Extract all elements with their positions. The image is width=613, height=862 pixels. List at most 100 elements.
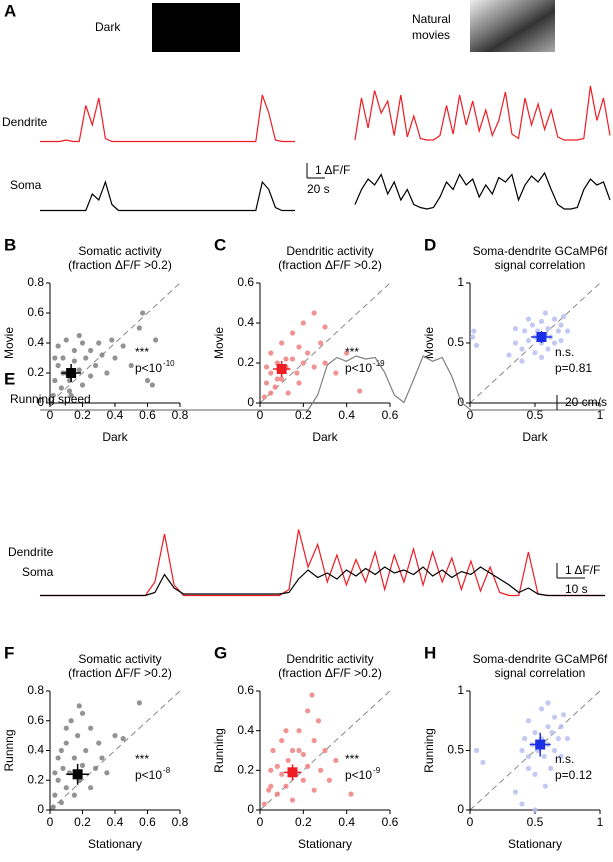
point	[270, 747, 276, 754]
y-tick-label: 0.4	[27, 743, 44, 757]
point	[104, 770, 110, 776]
mean-point	[72, 769, 83, 780]
scale-label: 1 ΔF/F	[315, 163, 350, 177]
point	[63, 725, 69, 731]
point	[532, 771, 538, 777]
point	[532, 807, 538, 813]
point	[136, 325, 142, 331]
point	[60, 355, 66, 361]
point	[315, 718, 322, 724]
trace	[40, 529, 605, 597]
series-label: Dendrite	[8, 545, 54, 559]
p-exponent: -8	[163, 766, 171, 775]
chart-title: (fraction ΔF/F >0.2)	[278, 258, 382, 272]
p-value: p=0.12	[555, 768, 592, 782]
point	[68, 718, 74, 724]
point	[322, 360, 328, 366]
x-tick-label: 0	[257, 815, 264, 829]
point	[551, 714, 558, 720]
y-tick-label: 0.5	[447, 743, 464, 757]
point	[318, 340, 324, 346]
point	[268, 390, 274, 396]
point	[473, 747, 480, 754]
series-label: Soma	[10, 178, 42, 192]
point	[52, 770, 58, 776]
point	[344, 350, 350, 356]
y-tick-label: 0	[457, 802, 464, 816]
point	[333, 370, 339, 376]
trace	[40, 85, 611, 143]
point	[470, 334, 476, 340]
point	[96, 740, 102, 746]
point	[555, 736, 562, 742]
x-tick-label: 1	[597, 815, 604, 829]
y-axis-label: Runnng	[2, 729, 16, 771]
x-tick-label: 0.2	[74, 408, 91, 422]
point	[548, 765, 554, 771]
x-tick-label: 0.8	[172, 408, 189, 422]
panel-letter: H	[424, 643, 436, 662]
stat-label: n.s.	[555, 752, 574, 766]
scale-label: 1 ΔF/F	[565, 563, 600, 577]
point	[551, 747, 558, 754]
point	[296, 747, 302, 754]
point	[263, 380, 270, 386]
point	[71, 792, 77, 798]
point	[532, 350, 538, 356]
point	[294, 370, 300, 376]
point	[318, 767, 324, 773]
point	[305, 708, 311, 714]
point	[512, 789, 519, 795]
point	[283, 728, 289, 734]
chart-title: signal correlation	[495, 666, 586, 680]
chart-title: signal correlation	[495, 258, 586, 272]
trace	[40, 171, 611, 212]
point	[266, 787, 272, 793]
y-tick-label: 0	[37, 802, 44, 816]
point	[96, 340, 102, 346]
point	[300, 751, 306, 758]
stat-label: ***	[345, 345, 359, 359]
point	[538, 354, 545, 360]
point	[525, 316, 532, 322]
point	[545, 700, 551, 706]
diagonal	[49, 282, 181, 404]
point	[268, 783, 274, 789]
point	[289, 356, 296, 362]
point	[58, 747, 64, 754]
point	[473, 342, 480, 348]
y-axis-label: Running	[422, 728, 436, 773]
point	[551, 316, 558, 322]
stat-label: n.s.	[555, 345, 574, 359]
point	[272, 384, 278, 390]
series-label: Running speed	[10, 392, 91, 406]
point	[88, 785, 94, 791]
point	[538, 318, 545, 324]
x-tick-label: 0.6	[382, 815, 399, 829]
y-tick-label: 0.2	[237, 763, 254, 777]
point	[289, 330, 296, 336]
point	[300, 360, 306, 366]
point	[561, 314, 567, 320]
p-exponent: -9	[373, 766, 381, 775]
x-tick-label: 0.4	[107, 815, 124, 829]
point	[283, 356, 289, 362]
point	[120, 736, 126, 742]
point	[480, 759, 486, 766]
condition-label: movies	[412, 28, 450, 42]
point	[52, 355, 58, 361]
trace	[40, 566, 605, 597]
point	[348, 791, 354, 797]
y-tick-label: 0.6	[27, 713, 44, 727]
point	[274, 376, 280, 382]
point	[279, 771, 285, 777]
point	[279, 340, 285, 346]
point	[542, 310, 549, 316]
panel-letter: F	[4, 643, 14, 662]
y-tick-label: 0	[37, 395, 44, 409]
point	[71, 347, 77, 354]
point	[519, 747, 525, 754]
point	[333, 757, 339, 764]
chart-title: Somatic activity	[78, 652, 161, 666]
